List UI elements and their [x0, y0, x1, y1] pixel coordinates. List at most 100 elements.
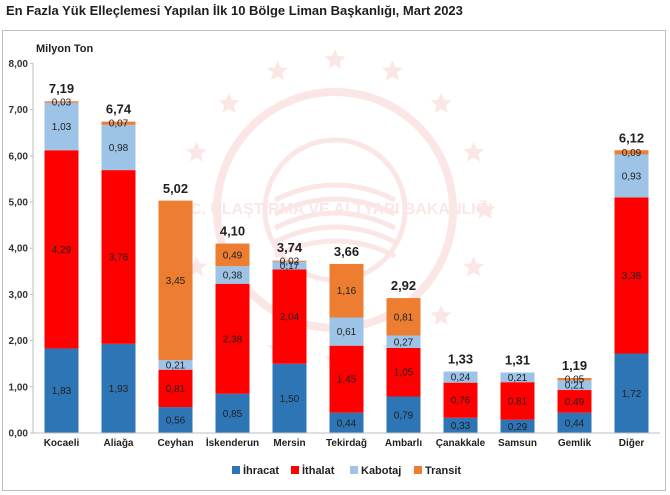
data-label: 0,93: [622, 171, 642, 182]
total-label: 2,92: [391, 278, 416, 293]
data-label: 1,05: [394, 368, 414, 379]
bar-segment-i̇hracat: [215, 393, 250, 433]
legend-label: Transit: [425, 465, 461, 477]
data-label: 1,93: [109, 384, 129, 395]
bar-segment-kabotaj: [614, 154, 649, 198]
data-label: 0,07: [109, 119, 129, 130]
data-label: 1,45: [337, 375, 357, 386]
bar-segment-transit: [614, 150, 649, 155]
total-label: 6,74: [106, 102, 132, 117]
bar-segment-transit: [557, 378, 592, 381]
bar-segment-i̇hracat: [272, 363, 307, 433]
y-tick-label: 3,00: [9, 290, 29, 301]
data-label: 0,61: [337, 327, 357, 338]
bar-segment-i̇hracat: [44, 348, 79, 433]
x-category-label: Ceyhan: [157, 438, 193, 449]
data-label: 0,27: [394, 337, 414, 348]
x-category-label: Samsun: [498, 438, 537, 449]
bar-segment-i̇thalat: [101, 170, 136, 344]
data-label: 0,49: [565, 397, 585, 408]
y-tick-label: 4,00: [9, 244, 29, 255]
watermark-stripe: [273, 238, 397, 259]
bar-segment-i̇thalat: [329, 345, 364, 413]
y-tick-label: 6,00: [9, 151, 29, 162]
bar-segment-i̇hracat: [443, 417, 478, 433]
data-label: 1,16: [337, 286, 357, 297]
total-label: 4,10: [220, 224, 245, 239]
bar-segment-kabotaj: [272, 261, 307, 270]
legend: İhracat İthalat Kabotaj Transit: [232, 464, 461, 477]
watermark-stripe: [273, 210, 397, 231]
chart-frame: [2, 30, 666, 491]
bar-segment-i̇thalat: [557, 390, 592, 413]
y-tick-label: 7,00: [9, 105, 29, 116]
bar-segment-transit: [101, 121, 136, 125]
data-label: 0,05: [565, 375, 585, 386]
x-category-label: Kocaeli: [44, 438, 80, 449]
bar-segment-i̇hracat: [158, 407, 193, 433]
legend-label: İhracat: [243, 464, 279, 477]
watermark-star: [324, 49, 346, 69]
legend-swatch-transit: [414, 466, 422, 474]
bar-segment-i̇hracat: [500, 419, 535, 433]
x-category-label: Çanakkale: [436, 438, 486, 449]
data-label: 0,03: [52, 97, 72, 108]
data-label: 3,76: [109, 252, 129, 263]
bar-segment-i̇thalat: [614, 197, 649, 354]
data-label: 0,79: [394, 410, 414, 421]
bar-segment-i̇thalat: [386, 347, 421, 397]
data-label: 0,17: [280, 261, 300, 272]
watermark-stripe: [273, 182, 397, 203]
data-label: 0,02: [280, 257, 300, 268]
data-label: 0,33: [451, 421, 471, 432]
watermark-star: [381, 60, 403, 81]
data-label: 0,56: [166, 416, 186, 427]
data-label: 1,72: [622, 389, 642, 400]
x-axis: Kocaeli Aliağa Ceyhan İskenderun Mersin Tekir…: [33, 432, 660, 449]
data-label: 0,24: [451, 373, 471, 384]
legend-label: Kabotaj: [361, 465, 401, 477]
bar-segment-transit: [158, 200, 193, 361]
x-category-label: Gemlik: [558, 438, 592, 449]
chart-title: En Fazla Yük Elleçlemesi Yapılan İlk 10 …: [6, 3, 463, 18]
data-label: 3,45: [166, 276, 186, 287]
data-label: 0,21: [508, 373, 528, 384]
y-tick-label: 2,00: [9, 336, 29, 347]
x-category-label: Ambarlı: [385, 438, 422, 449]
bar-segment-i̇hracat: [557, 412, 592, 433]
bar-segment-kabotaj: [386, 335, 421, 348]
watermark-stripe: [273, 196, 397, 217]
bar-segment-kabotaj: [44, 102, 79, 151]
total-label: 1,33: [448, 352, 473, 367]
bar-segment-kabotaj: [557, 380, 592, 391]
total-label: 3,66: [334, 244, 359, 259]
y-tick-label: 8,00: [9, 59, 29, 70]
bar-segment-transit: [329, 263, 364, 318]
watermark-star: [267, 60, 289, 81]
bar-segment-i̇thalat: [272, 269, 307, 364]
y-tick-label: 5,00: [9, 198, 29, 209]
y-tick-label: 0,00: [9, 429, 29, 440]
total-label: 1,19: [562, 358, 587, 373]
bar-segment-kabotaj: [158, 360, 193, 370]
data-label: 0,44: [337, 418, 357, 429]
total-label: 3,74: [277, 240, 303, 255]
data-label: 2,38: [223, 334, 243, 345]
watermark-star: [474, 199, 496, 219]
data-label: 1,50: [280, 394, 300, 405]
bar-segment-i̇thalat: [158, 369, 193, 408]
watermark-star: [186, 141, 207, 162]
bar-segment-transit: [215, 243, 250, 267]
data-label: 2,04: [280, 312, 300, 323]
data-label: 0,44: [565, 418, 585, 429]
watermark-star: [430, 305, 452, 325]
y-axis: 0,00 1,00 2,00 3,00 4,00 5,00 6,00 7,00 8,00: [9, 59, 34, 440]
total-label: 5,02: [163, 181, 188, 196]
bar-segment-i̇hracat: [101, 343, 136, 433]
x-category-label: İskenderun: [206, 436, 259, 449]
bar-segment-transit: [44, 101, 79, 103]
watermark-star: [463, 256, 484, 277]
bars-group: 1,83 4,29 1,03 0,037,19 1,93 3,76 0,98 0,07 6,74…: [44, 81, 649, 433]
bar-segment-kabotaj: [500, 372, 535, 383]
